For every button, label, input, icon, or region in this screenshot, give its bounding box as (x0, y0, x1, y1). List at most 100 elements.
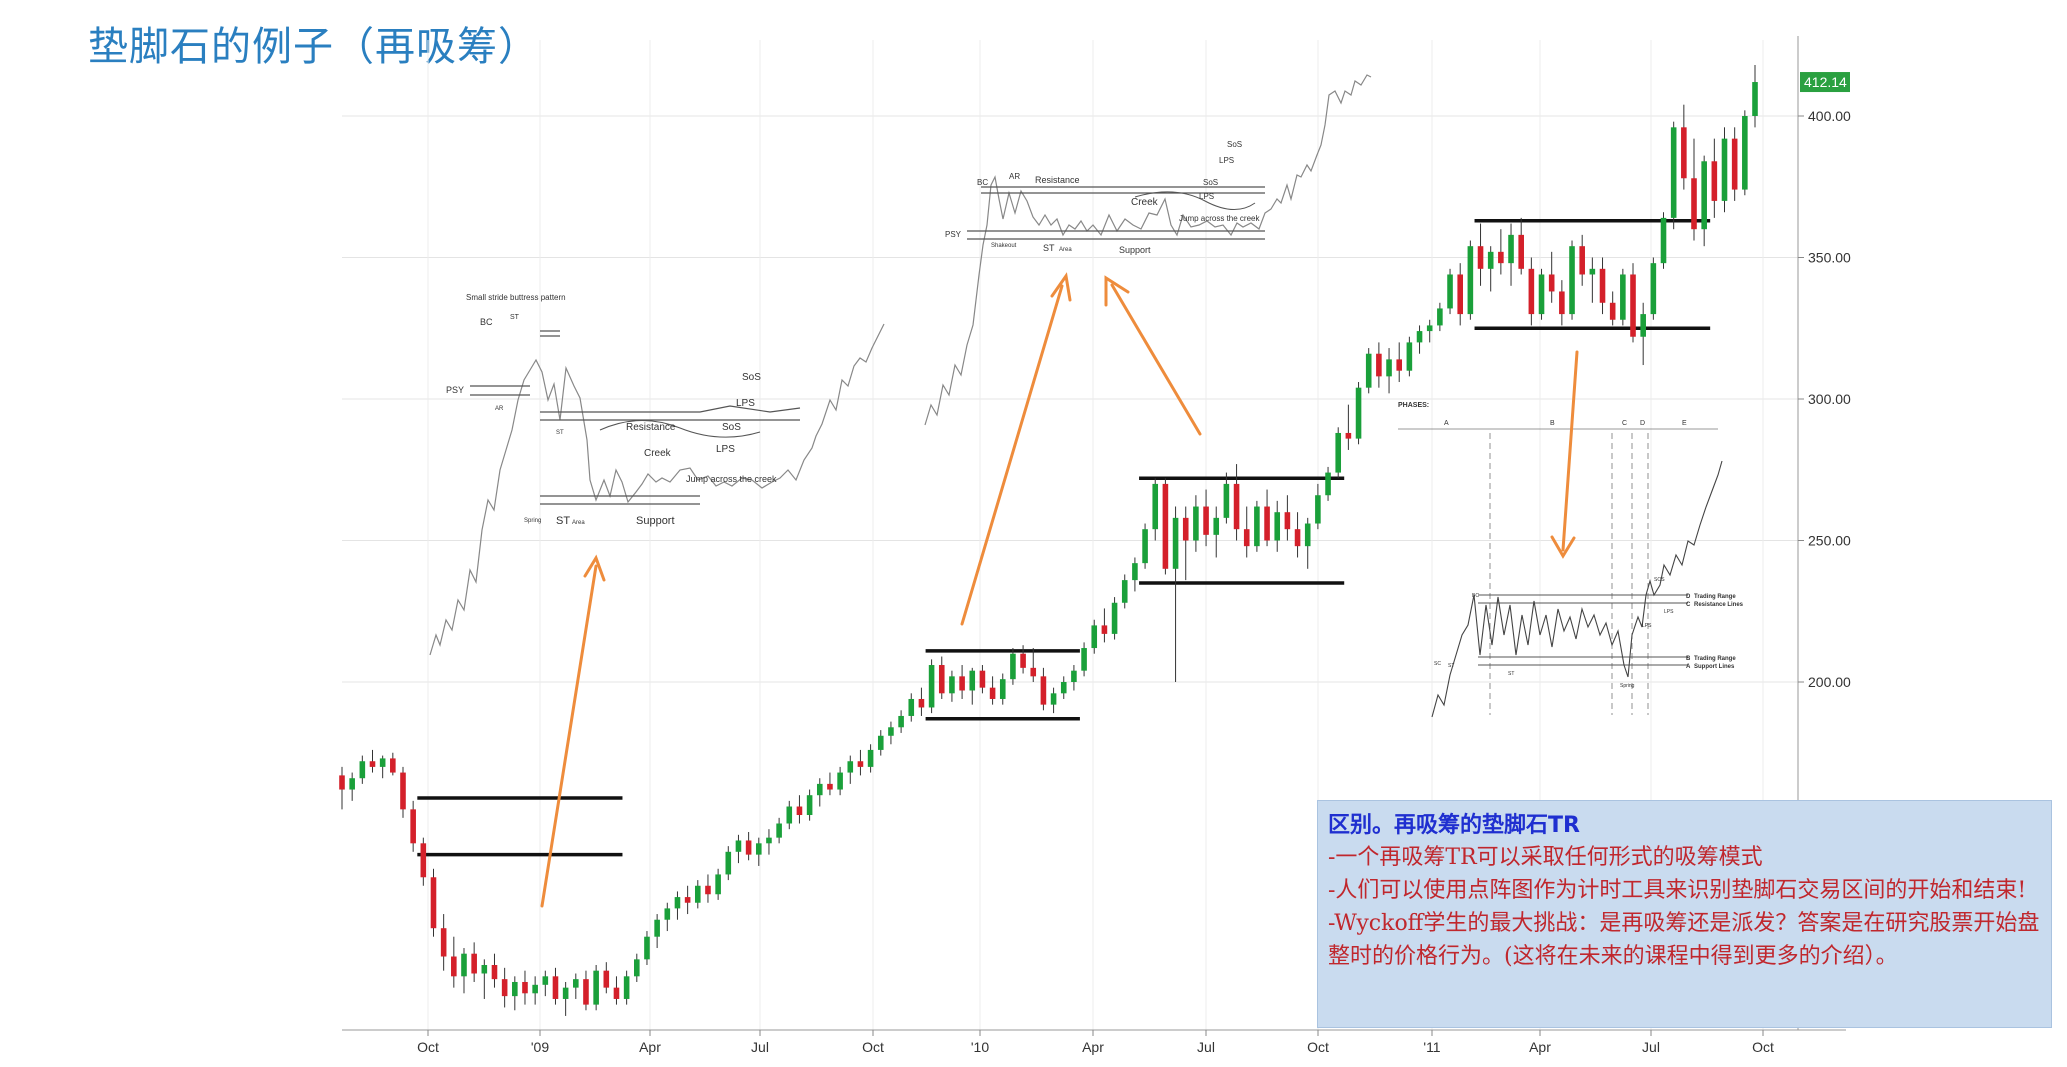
candle-body (481, 965, 488, 974)
candle-body (786, 806, 793, 824)
schematic-3-phase: D (1640, 420, 1645, 427)
candle-body (1538, 274, 1545, 315)
schematic-3-legend: Trading Range (1694, 656, 1736, 662)
candle-body (1457, 274, 1463, 315)
candle-body (898, 715, 904, 728)
schematic-3-header: PHASES: (1398, 402, 1429, 409)
candle-body (451, 956, 457, 977)
schematic-3-label: ST (1448, 663, 1454, 669)
schematic-2-label: LPS (1199, 192, 1214, 201)
candle-body (949, 676, 955, 694)
candle-body (715, 874, 721, 895)
candle-body (989, 687, 996, 699)
candle-body (1447, 274, 1453, 309)
x-tick-label: Oct (417, 1039, 439, 1055)
candle-body (1365, 353, 1372, 388)
candle-body (1518, 234, 1524, 269)
candle-body (1701, 161, 1707, 230)
candle-body (1569, 246, 1575, 315)
candle-body (1162, 483, 1169, 569)
schematic-2-label: LPS (1219, 156, 1234, 165)
candle-body (1071, 670, 1077, 682)
candle-body (501, 979, 508, 997)
candle-body (410, 809, 416, 844)
schematic-1-label: SoS (722, 422, 741, 433)
candle-body (776, 823, 782, 838)
candle-body (562, 987, 569, 999)
y-tick-label: 250.00 (1808, 533, 1851, 549)
price-axis: 200.00 250.00 300.00 350.00 400.00 412.14 (1798, 72, 1851, 690)
arrow-1 (540, 564, 598, 908)
schematic-2-label: Creek (1131, 197, 1159, 208)
candle-body (390, 758, 396, 773)
schematic-3-label: LPS (1642, 623, 1652, 629)
candle-body (1630, 274, 1636, 337)
candles (339, 65, 1758, 1016)
current-price-label: 412.14 (1804, 74, 1847, 90)
candle-body (573, 979, 579, 988)
x-tick-label: Oct (862, 1039, 884, 1055)
schematic-1-label: ST (556, 430, 564, 436)
candle-body (603, 970, 610, 988)
schematic-3-legend: Resistance Lines (1694, 602, 1744, 608)
x-tick-label: Oct (1307, 1039, 1329, 1055)
schematic-2-label: PSY (945, 230, 962, 239)
candle-body (1030, 667, 1037, 677)
candle-body (1528, 268, 1535, 315)
schematic-3-legend: Trading Range (1694, 594, 1736, 600)
schematic-3-phase: E (1682, 420, 1687, 427)
schematic-accumulation-1: Small stride buttress pattern BC ST PSY … (429, 293, 885, 656)
candle-body (1498, 251, 1504, 264)
candle-body (959, 676, 965, 691)
notes-heading: 区别。再吸筹的垫脚石TR (1328, 813, 1580, 838)
candle-body (1559, 291, 1565, 315)
candle-body (918, 698, 925, 708)
candle-body (877, 735, 884, 750)
candle-body (1121, 580, 1128, 603)
candle-body (1609, 302, 1616, 320)
candle-body (1203, 506, 1209, 535)
candle-body (1182, 517, 1189, 541)
schematic-3-letter: D (1686, 594, 1691, 600)
candle-body (837, 772, 843, 790)
candle-body (1010, 653, 1016, 680)
candle-body (1091, 625, 1098, 649)
candle-body (796, 806, 803, 816)
candle-body (1142, 529, 1148, 564)
candle-body (623, 976, 630, 999)
candle-body (613, 987, 620, 999)
schematic-2-label: AR (1009, 172, 1020, 181)
candle-body (1172, 517, 1179, 569)
candle-body (1691, 178, 1697, 230)
candle-body (1101, 625, 1108, 634)
candle-body (583, 979, 589, 1005)
schematic-2-label: Shakeout (991, 243, 1017, 249)
candle-body (512, 981, 518, 997)
x-tick-label: Jul (1197, 1039, 1215, 1055)
y-tick-label: 400.00 (1808, 108, 1851, 124)
schematic-1-label: AR (495, 406, 504, 412)
candle-body (1386, 359, 1392, 377)
annotation-arrows (540, 272, 1579, 908)
candle-body (1345, 432, 1352, 439)
schematic-2-label: Resistance (1035, 175, 1080, 185)
candle-body (1060, 682, 1067, 694)
x-tick-label: Jul (1642, 1039, 1660, 1055)
time-axis: Oct '09 Apr Jul Oct '10 Apr Jul Oct '11 Apr Jul Oct (417, 1030, 1774, 1055)
notes-box: 区别。再吸筹的垫脚石TR -一个再吸筹TR可以采取任何形式的吸筹模式 -人们可以… (1317, 800, 2052, 1028)
candle-body (1711, 161, 1718, 201)
candle-body (806, 795, 813, 816)
candle-body (369, 761, 376, 767)
schematic-3-label: ST (1508, 671, 1514, 677)
candle-body (440, 928, 447, 957)
candle-body (705, 885, 711, 895)
candle-body (1111, 602, 1118, 634)
candle-body (745, 840, 752, 855)
schematic-2-label: ST (1043, 243, 1055, 253)
schematic-1-label: SoS (742, 372, 761, 383)
candle-body (1589, 268, 1596, 275)
schematic-3-label: BC (1472, 593, 1479, 599)
schematic-2-label: SoS (1227, 140, 1242, 149)
candle-body (816, 783, 823, 796)
candle-body (847, 761, 854, 773)
